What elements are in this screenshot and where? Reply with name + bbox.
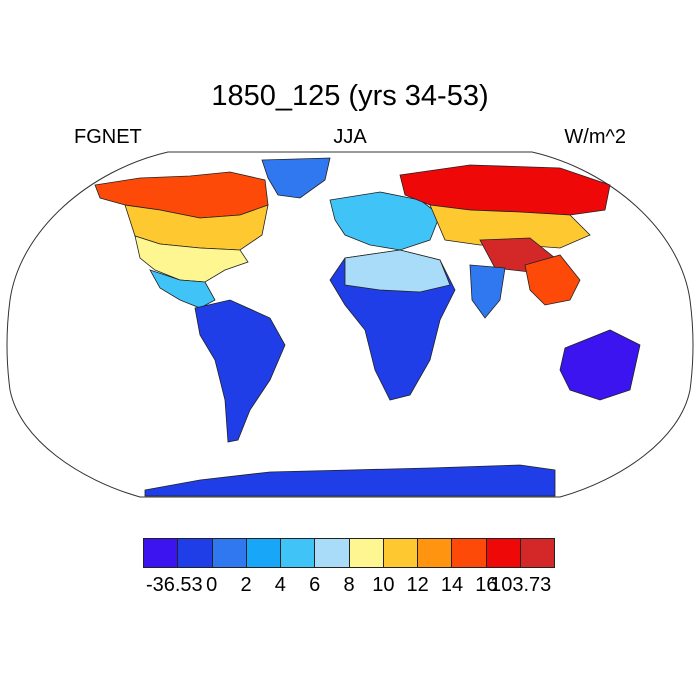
colorbar-box [314,538,350,568]
colorbar-label: 10 [372,574,395,596]
colorbar-box [245,538,281,568]
region-europe [329,191,441,251]
region-antarctica [144,464,556,497]
units-label: W/m^2 [564,126,626,148]
colorbar-label: 6 [309,574,321,596]
colorbar-label: 4 [274,574,286,596]
map-title: 1850_125 (yrs 34-53) [211,80,489,112]
region-southeast-asia [524,254,581,306]
colorbar-label: 2 [240,574,252,596]
region-united-states [134,235,249,283]
colorbar-label: -36.53 [145,574,203,596]
colorbar-label: 103.73 [490,574,552,596]
colorbar-box [143,538,179,568]
colorbar-label: 14 [440,574,464,596]
region-australia [559,329,641,401]
colorbar-box [417,538,453,568]
colorbar-box [519,538,555,568]
region-mexico [149,269,216,309]
colorbar-box [177,538,213,568]
colorbar-box [485,538,521,568]
variable-label: FGNET [74,126,142,148]
colorbar-box [211,538,247,568]
region-greenland [261,157,331,199]
colorbar [143,538,555,568]
colorbar-label: 16 [475,574,498,596]
season-label: JJA [333,126,367,148]
colorbar-box [451,538,487,568]
colorbar-box [280,538,316,568]
region-central-asia [429,204,591,249]
region-sahara [344,249,451,293]
colorbar-label: 12 [406,574,429,596]
region-south-america [194,299,286,443]
land-regions [94,157,641,497]
region-india [469,264,506,319]
colorbar-box [348,538,384,568]
colorbar-label: 0 [206,574,218,596]
colorbar-box [382,538,418,568]
colorbar-label: 8 [343,574,355,596]
